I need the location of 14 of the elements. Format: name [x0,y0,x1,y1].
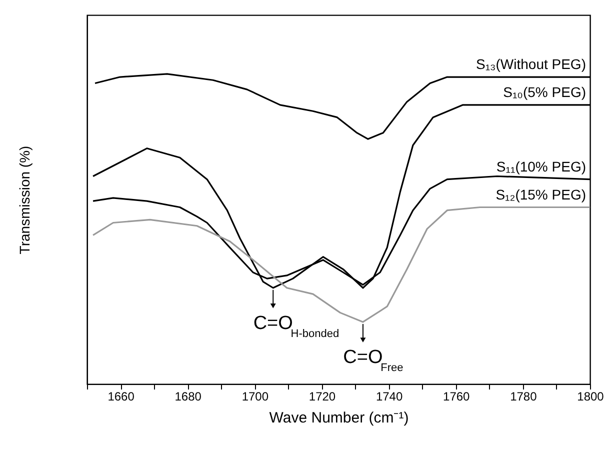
x-axis-title: Wave Number (cm⁻¹) [269,410,409,426]
x-tick-label: 1780 [510,390,538,404]
series-label: S₁₃(Without PEG) [476,56,586,72]
series-label: S₁₀(5% PEG) [503,84,586,100]
x-tick-label: 1760 [443,390,470,404]
y-axis-title: Transmission (%) [16,146,32,254]
x-tick-label: 1800 [577,390,604,404]
x-tick-label: 1680 [174,390,202,404]
series-label: S₁₁(10% PEG) [496,158,586,174]
x-tick-label: 1700 [242,390,269,404]
x-tick-label: 1740 [376,390,403,404]
x-tick-label: 1720 [308,390,336,404]
x-tick-label: 1660 [108,390,135,404]
series-label: S₁₂(15% PEG) [496,186,586,202]
